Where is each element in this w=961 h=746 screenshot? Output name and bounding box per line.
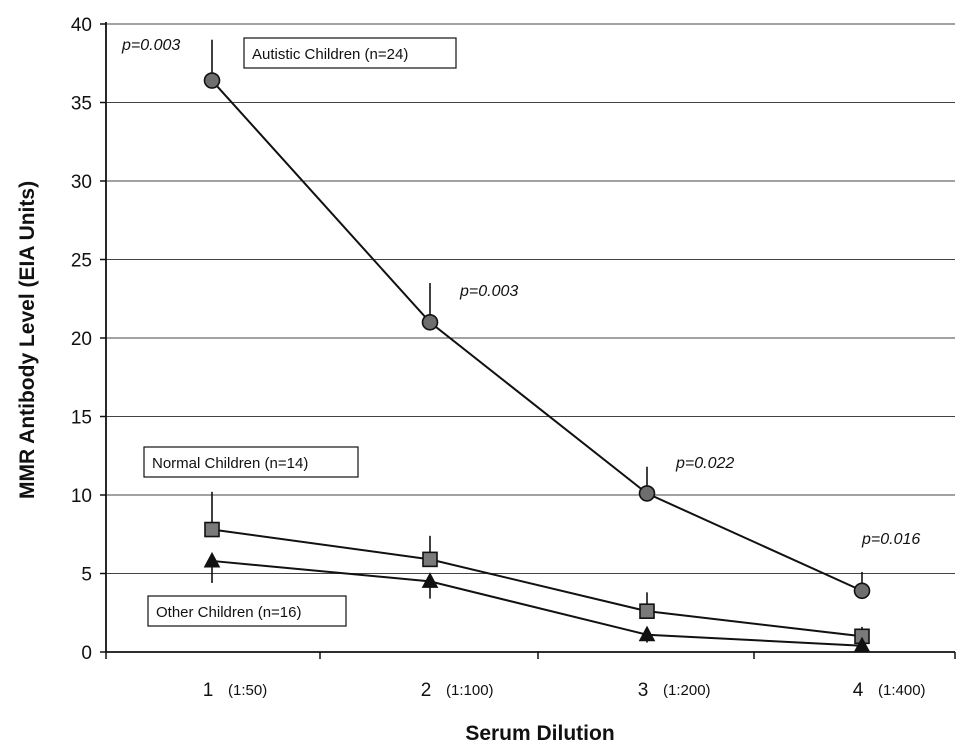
x-tick-sublabel: (1:400) [878,682,926,699]
data-point-circle [853,582,871,600]
p-value-annotation: p=0.003 [459,283,518,300]
data-point-triangle [853,636,871,653]
x-tick-labels: 1 (1:50) 2 (1:100) 3 (1:200) 4 (1:400) [203,680,926,701]
series-group [203,39,871,653]
gridlines [106,23,955,574]
y-tick-label: 0 [81,643,92,664]
y-tick-label: 25 [71,251,92,272]
legend-label-autistic: Autistic Children (n=24) [252,46,408,63]
y-tick-label: 10 [71,486,92,507]
x-tick-label: 1 [203,680,214,701]
y-axis-title: MMR Antibody Level (EIA Units) [16,181,39,499]
y-tick-label: 40 [71,15,92,36]
p-value-annotation: p=0.003 [121,37,180,54]
data-point-square [204,521,220,538]
y-tick-label: 30 [71,172,92,193]
x-tick-label: 4 [853,680,864,701]
x-tick-label: 2 [421,680,432,701]
normal-series-line [211,528,863,638]
other-series-line [211,559,863,647]
y-tick-label: 20 [71,329,92,350]
legend-box-autistic [243,37,457,69]
autistic-series-line [211,79,863,592]
y-tick-label: 15 [71,408,92,429]
axes [100,22,956,659]
legend-box-other [147,595,347,627]
data-point-circle [421,313,439,331]
x-tick-sublabel: (1:100) [446,682,494,699]
x-tick-sublabel: (1:200) [663,682,711,699]
data-point-triangle [421,572,439,588]
legend-box-normal [143,446,359,478]
data-point-square [422,551,438,568]
data-point-square [639,603,655,619]
data-point-circle [638,485,656,502]
data-point-triangle [638,625,656,642]
x-axis-title: Serum Dilution [465,722,614,745]
annotations: p=0.003 p=0.003 p=0.022 p=0.016 [121,37,920,548]
legend-label-other: Other Children (n=16) [156,604,302,621]
data-point-triangle [203,551,221,568]
y-tick-label: 35 [71,94,92,115]
p-value-annotation: p=0.016 [861,531,920,548]
y-tick-labels: 0 5 10 15 20 25 30 35 40 [71,15,92,664]
legend-label-normal: Normal Children (n=14) [152,455,308,472]
data-point-circle [203,72,221,89]
x-tick-sublabel: (1:50) [228,682,267,699]
y-tick-label: 5 [81,565,92,586]
x-tick-label: 3 [638,680,649,701]
p-value-annotation: p=0.022 [675,455,734,472]
legend-boxes: Autistic Children (n=24) Normal Children … [143,37,457,627]
